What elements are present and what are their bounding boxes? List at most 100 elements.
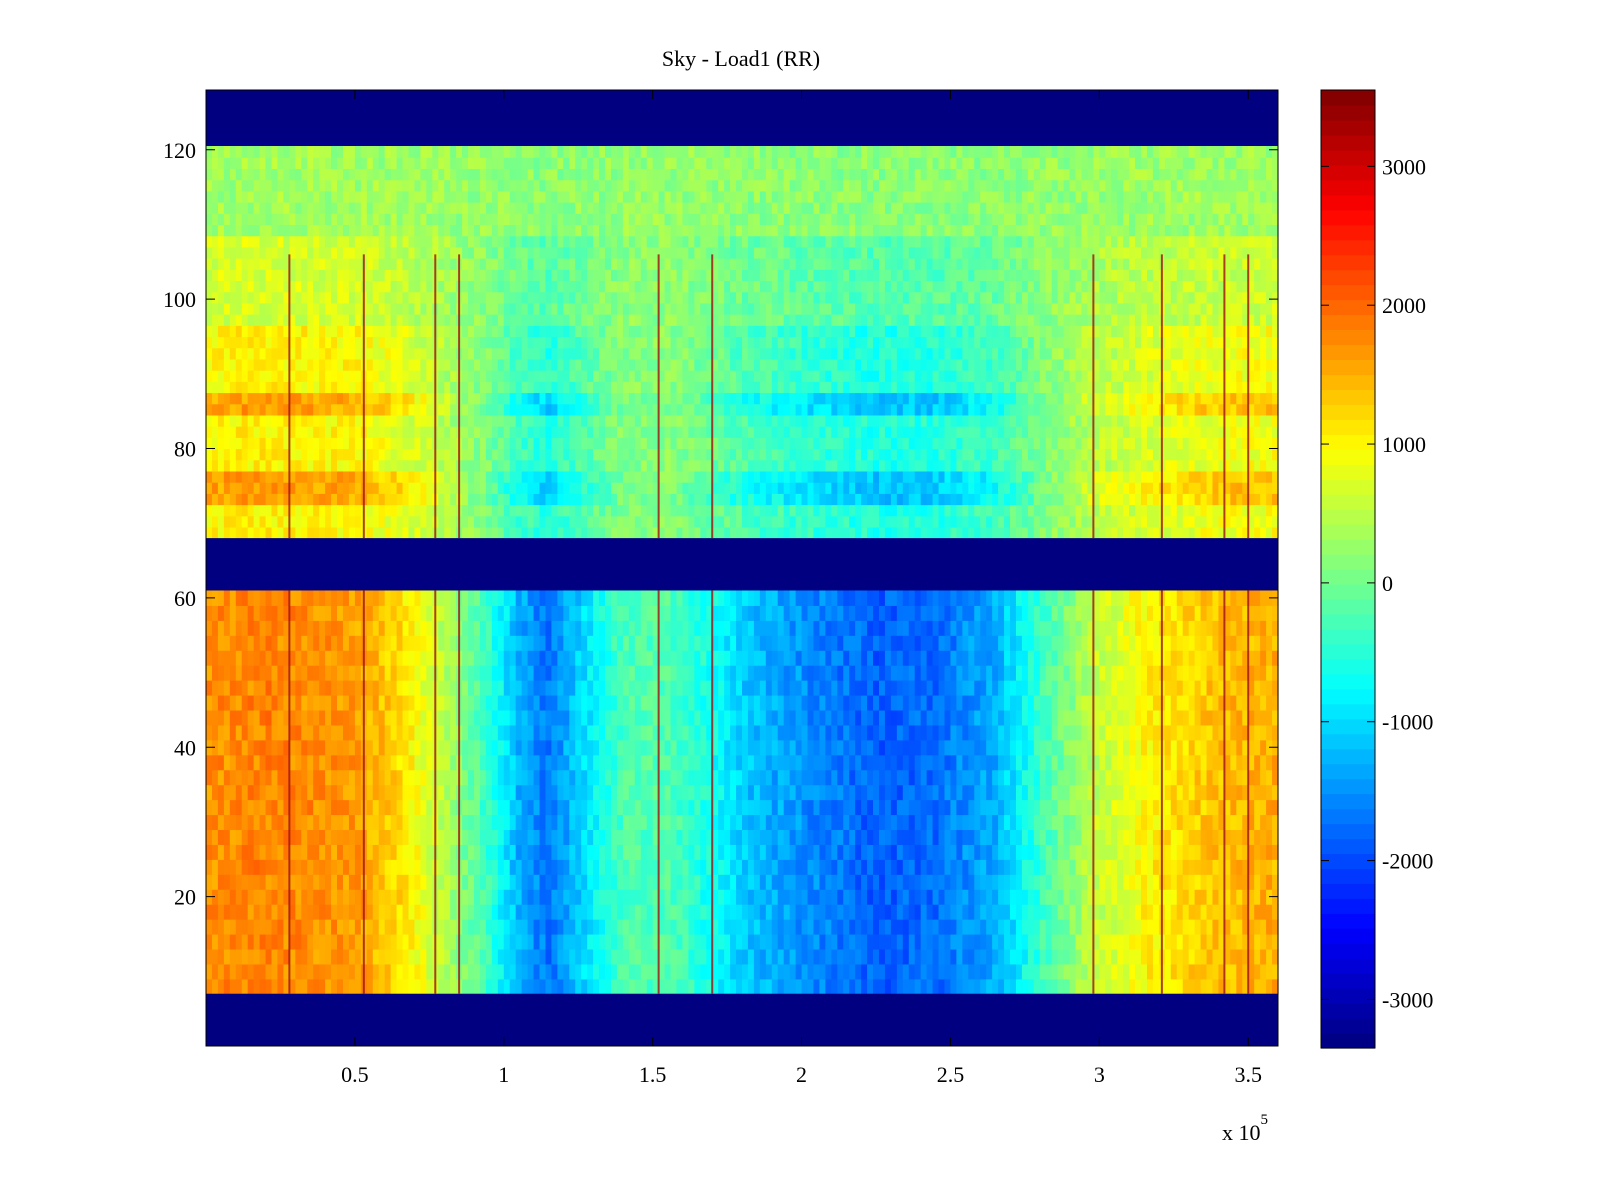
heatmap-cell bbox=[1027, 933, 1035, 950]
heatmap-cell bbox=[593, 784, 600, 801]
heatmap-cell bbox=[873, 650, 880, 666]
heatmap-cell bbox=[229, 874, 237, 890]
heatmap-cell bbox=[1045, 948, 1053, 965]
heatmap-cell bbox=[837, 590, 844, 606]
heatmap-cell bbox=[1188, 784, 1196, 801]
heatmap-cell bbox=[1015, 933, 1023, 950]
heatmap-cell bbox=[1200, 680, 1208, 696]
heatmap-cell bbox=[223, 919, 231, 935]
heatmap-cell bbox=[1200, 829, 1208, 845]
heatmap-cell bbox=[622, 978, 630, 995]
heatmap-cell bbox=[968, 829, 975, 845]
heatmap-cell bbox=[646, 526, 654, 539]
heatmap-cell bbox=[908, 526, 916, 539]
heatmap-cell bbox=[1218, 709, 1225, 726]
heatmap-cell bbox=[366, 799, 374, 816]
heatmap-cell bbox=[801, 829, 809, 845]
heatmap-cell bbox=[1069, 978, 1077, 995]
heatmap-cell bbox=[682, 933, 689, 950]
heatmap-cell bbox=[1075, 874, 1083, 890]
chart-title: Sky - Load1 (RR) bbox=[662, 46, 820, 71]
heatmap-cell bbox=[861, 784, 868, 801]
heatmap-cell bbox=[944, 904, 952, 920]
heatmap-cell bbox=[902, 605, 910, 621]
heatmap-cell bbox=[581, 665, 588, 681]
heatmap-cell bbox=[759, 709, 767, 726]
heatmap-cell bbox=[396, 605, 404, 621]
heatmap-cell bbox=[1004, 948, 1011, 965]
heatmap-cell bbox=[1027, 844, 1035, 860]
heatmap-cell bbox=[503, 859, 511, 875]
heatmap-cell bbox=[396, 769, 404, 786]
heatmap-cell bbox=[247, 829, 255, 845]
heatmap-cell bbox=[1146, 948, 1154, 965]
heatmap-cell bbox=[1230, 844, 1237, 860]
heatmap-cell bbox=[1266, 620, 1273, 636]
heatmap-cell bbox=[801, 919, 809, 935]
heatmap-cell bbox=[1123, 963, 1130, 980]
heatmap-cell bbox=[319, 526, 326, 539]
heatmap-cell bbox=[944, 620, 952, 636]
heatmap-cell bbox=[348, 694, 356, 711]
heatmap-cell bbox=[801, 978, 809, 995]
heatmap-cell bbox=[313, 784, 320, 801]
heatmap-cell bbox=[1021, 590, 1029, 606]
heatmap-cell bbox=[1141, 829, 1148, 845]
heatmap-cell bbox=[1248, 799, 1255, 816]
heatmap-cell bbox=[640, 859, 648, 875]
heatmap-cell bbox=[1129, 948, 1136, 965]
heatmap-cell bbox=[551, 635, 558, 651]
heatmap-cell bbox=[736, 590, 743, 606]
heatmap-cell bbox=[819, 859, 826, 875]
heatmap-cell bbox=[307, 844, 314, 860]
heatmap-cell bbox=[908, 948, 916, 965]
heatmap-cell bbox=[1236, 874, 1243, 890]
heatmap-cell bbox=[587, 963, 594, 980]
heatmap-cell bbox=[801, 963, 809, 980]
heatmap-cell bbox=[992, 859, 999, 875]
heatmap-cell bbox=[753, 665, 761, 681]
heatmap-cell bbox=[1176, 769, 1184, 786]
heatmap-cell bbox=[1141, 859, 1148, 875]
heatmap-cell bbox=[1212, 844, 1220, 860]
heatmap-cell bbox=[730, 919, 737, 935]
heatmap-cell bbox=[1117, 814, 1124, 831]
heatmap-cell bbox=[497, 889, 505, 905]
heatmap-cell bbox=[1272, 799, 1279, 816]
heatmap-cell bbox=[289, 724, 296, 741]
heatmap-cell bbox=[1010, 590, 1017, 606]
heatmap-cell bbox=[485, 739, 493, 756]
heatmap-cell bbox=[1206, 709, 1214, 726]
heatmap-cell bbox=[247, 978, 255, 995]
heatmap-cell bbox=[551, 784, 558, 801]
heatmap-cell bbox=[289, 978, 296, 995]
heatmap-cell bbox=[914, 709, 922, 726]
heatmap-cell bbox=[736, 739, 743, 756]
heatmap-cell bbox=[479, 709, 487, 726]
heatmap-cell bbox=[581, 844, 588, 860]
heatmap-cell bbox=[664, 769, 672, 786]
heatmap-cell bbox=[402, 889, 410, 905]
heatmap-cell bbox=[747, 635, 755, 651]
heatmap-cell bbox=[1081, 635, 1089, 651]
heatmap-cell bbox=[372, 620, 380, 636]
heatmap-cell bbox=[742, 739, 749, 756]
heatmap-cell bbox=[426, 859, 433, 875]
heatmap-cell bbox=[1010, 650, 1017, 666]
heatmap-cell bbox=[402, 799, 410, 816]
heatmap-cell bbox=[1021, 859, 1029, 875]
heatmap-cell bbox=[1135, 948, 1142, 965]
heatmap-cell bbox=[759, 904, 767, 920]
heatmap-cell bbox=[438, 620, 445, 636]
heatmap-cell bbox=[1248, 963, 1255, 980]
heatmap-cell bbox=[878, 650, 886, 666]
heatmap-cell bbox=[1260, 650, 1267, 666]
heatmap-cell bbox=[1099, 814, 1106, 831]
heatmap-cell bbox=[1105, 814, 1112, 831]
heatmap-cell bbox=[634, 526, 642, 539]
heatmap-cell bbox=[1236, 933, 1243, 950]
heatmap-cell bbox=[515, 844, 523, 860]
heatmap-cell bbox=[307, 754, 314, 771]
heatmap-cell bbox=[843, 769, 850, 786]
heatmap-cell bbox=[348, 769, 356, 786]
